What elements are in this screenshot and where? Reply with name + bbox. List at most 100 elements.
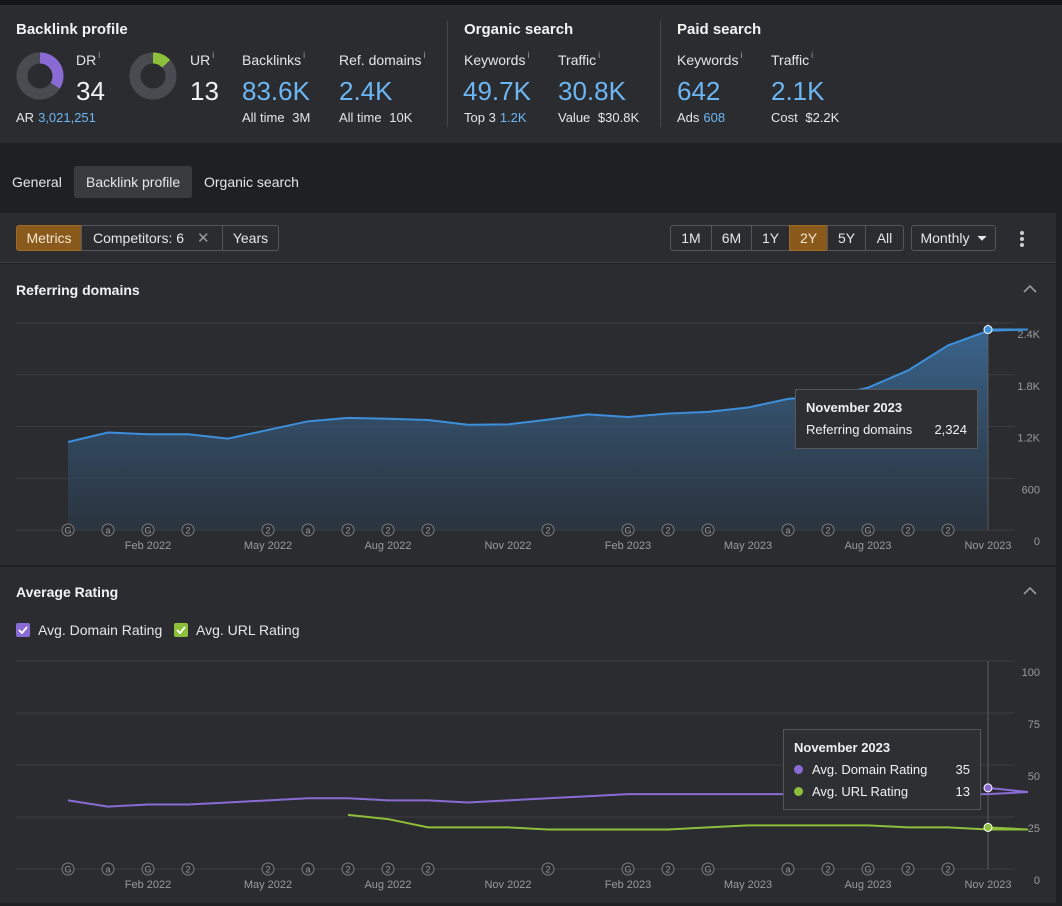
bottom-edge (0, 903, 1062, 906)
collapse-chevron-up-icon[interactable] (1023, 284, 1037, 293)
annotation-marker: G (61, 523, 75, 537)
info-icon[interactable]: i (527, 50, 530, 60)
annotation-marker: 2 (341, 862, 355, 876)
annotation-marker-label: G (144, 865, 151, 875)
x-axis-label: Aug 2023 (844, 879, 891, 891)
top-strip (0, 0, 1062, 5)
annotation-marker: 2 (181, 523, 195, 537)
tab-general[interactable]: General (12, 174, 62, 190)
dr-value: 34 (76, 76, 105, 106)
tooltip-title: November 2023 (806, 400, 903, 415)
annotation-marker-label: 2 (945, 865, 950, 875)
tab-backlink-profile[interactable]: Backlink profile (74, 166, 193, 198)
data-point (983, 783, 993, 793)
info-icon[interactable]: i (740, 50, 743, 60)
annotation-marker-label: 2 (385, 526, 390, 536)
paid-traffic-label: Traffic i (771, 50, 814, 68)
info-icon[interactable]: i (212, 50, 215, 60)
y-tick-label: 25 (1028, 823, 1040, 835)
annotation-marker: G (141, 862, 155, 876)
annotation-marker-label: G (64, 865, 71, 875)
legend-avg-domain-rating[interactable]: Avg. Domain Rating (16, 622, 162, 638)
ur-donut-chart (129, 52, 177, 100)
paid-cost: Cost $2.2K (771, 110, 840, 125)
paid-keywords-value[interactable]: 642 (677, 76, 721, 106)
x-axis-label: May 2023 (724, 540, 772, 552)
tooltip-value: 2,324 (934, 422, 967, 437)
backlink-profile-title: Backlink profile (16, 21, 128, 38)
info-icon[interactable]: i (303, 50, 306, 60)
collapse-chevron-up-icon[interactable] (1023, 586, 1037, 595)
range-6m-button[interactable]: 6M (711, 225, 752, 251)
chart-toolbar: Metrics Competitors: 6 ✕ Years 1M 6M 1Y … (0, 213, 1056, 263)
checkbox-checked-icon[interactable] (174, 623, 188, 637)
range-1y-button[interactable]: 1Y (751, 225, 790, 251)
info-icon[interactable]: i (598, 50, 601, 60)
annotation-marker: 2 (821, 523, 835, 537)
annotation-marker: G (621, 523, 635, 537)
ref-domains-value[interactable]: 2.4K (339, 76, 393, 106)
organic-search-title: Organic search (464, 21, 574, 38)
annotation-marker-label: 2 (425, 526, 430, 536)
backlinks-value[interactable]: 83.6K (242, 76, 310, 106)
tabs-bar: General Backlink profile Organic search (0, 143, 1062, 213)
y-tick-label: 2.4K (1017, 329, 1040, 341)
referring-domains-line (67, 328, 1029, 443)
purple-dot-icon (794, 765, 803, 774)
annotation-marker: a (301, 523, 315, 537)
y-tick-label: 1.8K (1017, 381, 1040, 393)
close-icon[interactable]: ✕ (197, 230, 210, 247)
annotation-marker: 2 (381, 523, 395, 537)
x-axis-label: Nov 2022 (484, 540, 531, 552)
annotation-marker: a (101, 862, 115, 876)
annotation-marker: 2 (541, 862, 555, 876)
referring-domains-area (68, 329, 1028, 530)
average-rating-title: Average Rating (16, 584, 119, 600)
years-button[interactable]: Years (222, 225, 279, 251)
annotation-marker-label: 2 (825, 865, 830, 875)
tab-organic-search[interactable]: Organic search (204, 174, 299, 190)
annotation-marker: 2 (261, 523, 275, 537)
ref-domains-label: Ref. domains i (339, 50, 426, 68)
annotation-marker: 2 (901, 523, 915, 537)
annotation-marker: 2 (661, 862, 675, 876)
annotation-marker-label: 2 (905, 865, 910, 875)
range-all-button[interactable]: All (865, 225, 904, 251)
legend-avg-url-rating[interactable]: Avg. URL Rating (174, 622, 300, 638)
metrics-button[interactable]: Metrics (16, 225, 82, 251)
backlinks-alltime: All time 3M (242, 110, 311, 125)
range-2y-button[interactable]: 2Y (789, 225, 828, 251)
annotation-marker-label: G (864, 865, 871, 875)
annotation-marker-label: 2 (425, 865, 430, 875)
paid-traffic-value[interactable]: 2.1K (771, 76, 825, 106)
annotation-marker-label: G (624, 865, 631, 875)
average-rating-panel: Average Rating Avg. Domain Rating Avg. U… (0, 567, 1056, 903)
y-tick-label: 100 (1022, 667, 1040, 679)
paid-search-title: Paid search (677, 21, 762, 38)
interval-select[interactable]: Monthly (911, 225, 996, 251)
annotation-marker: a (781, 862, 795, 876)
annotation-marker-label: G (144, 526, 151, 536)
ar-value[interactable]: 3,021,251 (38, 110, 96, 125)
ar-row: AR 3,021,251 (16, 110, 96, 125)
competitors-button[interactable]: Competitors: 6 ✕ (81, 225, 223, 251)
x-axis-label: Nov 2023 (964, 540, 1011, 552)
organic-keywords-value[interactable]: 49.7K (463, 76, 531, 106)
annotation-marker-label: 2 (345, 865, 350, 875)
annotation-marker-label: a (305, 865, 310, 875)
annotation-marker: G (701, 523, 715, 537)
range-1m-button[interactable]: 1M (670, 225, 712, 251)
summary-panel: Backlink profile DR i 34 AR 3,021,251 UR i … (0, 5, 1062, 143)
organic-traffic-value[interactable]: 30.8K (558, 76, 626, 106)
annotation-marker-label: G (624, 526, 631, 536)
info-icon[interactable]: i (98, 50, 101, 60)
checkbox-checked-icon[interactable] (16, 623, 30, 637)
y-tick-label: 1.2K (1017, 433, 1040, 445)
info-icon[interactable]: i (811, 50, 814, 60)
annotation-marker-label: 2 (945, 526, 950, 536)
y-tick-label: 600 (1022, 484, 1040, 496)
more-options-icon[interactable] (1014, 229, 1030, 249)
info-icon[interactable]: i (423, 50, 426, 60)
range-5y-button[interactable]: 5Y (827, 225, 866, 251)
